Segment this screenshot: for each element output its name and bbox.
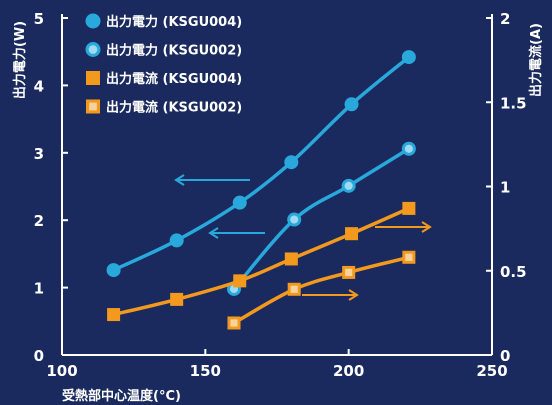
y-left-tick-label: 0 [34,347,44,365]
y-left-tick-label: 2 [34,212,44,230]
y-right-tick-label: 1 [500,179,510,197]
data-point-inner [344,181,353,190]
y-left-tick-label: 1 [34,280,44,298]
annotations [174,174,432,301]
arrow-head [174,174,185,186]
y-right-tick-label: 2 [500,10,510,28]
legend-label: 出力電流 (KSGU002) [106,100,242,116]
data-point [227,316,241,330]
legend-marker [85,13,101,29]
data-point-inner [290,285,298,293]
series-line [233,255,410,325]
series-1 [106,50,416,278]
y-left-tick-label: 4 [34,77,44,95]
annotation-arrow [174,174,250,186]
data-point [287,212,302,227]
legend-label: 出力電流 (KSGU004) [106,71,242,87]
annotation-arrow [208,227,265,239]
x-tick-label: 100 [46,362,77,380]
legend-marker [85,42,101,57]
data-point-shape [233,274,247,288]
series-2 [227,141,416,296]
legend-item: 出力電流 (KSGU004) [86,71,242,87]
data-point [170,292,184,306]
data-point [284,155,299,170]
y-right-tick-label: 0 [500,347,510,365]
data-point-inner [404,144,413,153]
legend: 出力電力 (KSGU004) 出力電力 (KSGU002) 出力電流 (KSGU00… [85,13,242,116]
legend-marker [86,99,100,114]
series-line [232,147,410,291]
legend-marker-shape [86,71,100,85]
data-point-shape [402,201,416,215]
y-right-tick-label: 0.5 [500,263,527,281]
series-line [113,206,410,317]
data-point-shape [401,50,416,65]
data-point-shape [284,155,299,170]
data-point [287,282,301,296]
arrow-head [208,227,219,239]
data-point-inner [230,319,238,327]
data-point [401,50,416,65]
series-layer [106,50,416,330]
data-point [106,263,121,278]
x-tick-label: 150 [190,362,221,380]
series-line [112,55,410,272]
data-point-inner [290,215,299,224]
annotation-arrow [302,289,359,301]
data-point-inner [405,253,413,261]
data-point [232,195,247,210]
data-point-shape [169,233,184,248]
data-point-shape [284,252,298,266]
data-point [169,233,184,248]
data-point [107,308,121,322]
data-point-shape [344,97,359,112]
legend-item: 出力電流 (KSGU002) [86,99,242,116]
y-left-tick-label: 3 [34,145,44,163]
legend-label: 出力電力 (KSGU004) [106,14,242,30]
x-tick-label: 250 [476,362,507,380]
series-4 [227,250,416,330]
arrow-head [421,221,432,233]
data-point-shape [106,263,121,278]
data-point-inner [345,268,353,277]
data-point [401,141,416,156]
data-point [344,97,359,112]
x-axis-title: 受熱部中心温度(°C) [62,388,181,404]
x-tick-label: 200 [333,362,364,380]
legend-label: 出力電力 (KSGU002) [106,43,242,59]
y-left-axis-title: 出力電力(W) [12,21,28,99]
data-point [345,227,359,241]
data-point [402,201,416,215]
legend-item: 出力電力 (KSGU004) [85,13,242,30]
legend-marker-inner [88,45,98,54]
legend-marker-inner [89,102,97,111]
series-3 [107,201,416,322]
data-point-shape [107,308,121,322]
arrow-head [348,289,359,301]
legend-marker [86,71,100,85]
data-point-shape [232,195,247,210]
annotation-arrow [375,221,432,233]
data-point-shape [170,292,184,306]
y-right-axis-title: 出力電流(A) [528,23,544,97]
data-point [284,252,298,266]
data-point [341,178,356,193]
data-point-shape [345,227,359,241]
legend-item: 出力電力 (KSGU002) [85,42,242,59]
data-point [402,250,416,264]
legend-marker-shape [85,13,101,29]
y-left-tick-label: 5 [34,10,44,28]
data-point [342,265,356,279]
data-point [233,274,247,288]
y-right-tick-label: 1.5 [500,94,527,112]
